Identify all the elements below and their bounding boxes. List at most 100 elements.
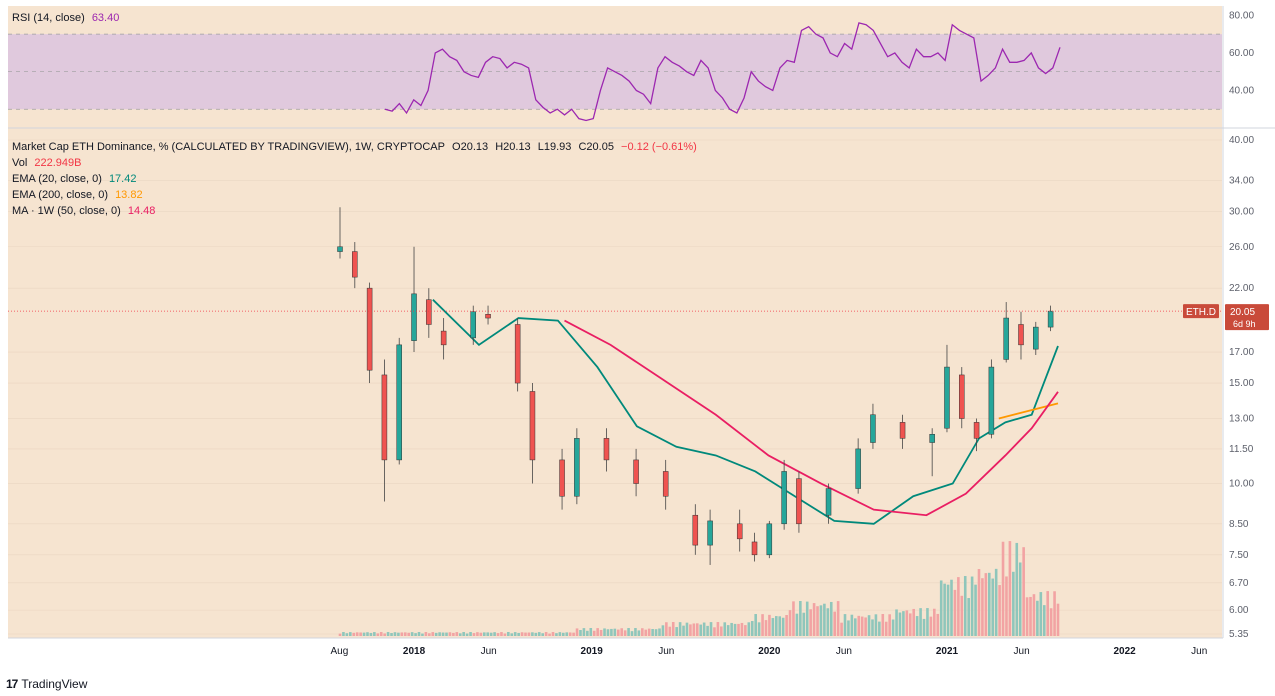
volume-bar	[465, 633, 469, 636]
candle-body	[559, 459, 565, 497]
volume-bar	[342, 632, 345, 636]
volume-bar	[366, 632, 369, 636]
main-y-tick: 11.50	[1229, 444, 1254, 455]
vol-value: 222.949B	[34, 157, 82, 169]
volume-bar	[637, 630, 641, 636]
volume-bar	[695, 623, 699, 636]
main-y-tick: 40.00	[1229, 135, 1254, 146]
candle-body	[1047, 310, 1054, 328]
volume-bar	[1022, 547, 1025, 636]
rsi-legend: RSI (14, close) 63.40	[12, 12, 123, 24]
ema20-line	[432, 299, 1059, 525]
volume-bar	[1015, 542, 1019, 636]
ma50-line	[564, 319, 1059, 517]
volume-bar	[513, 632, 517, 636]
volume-bar	[747, 622, 751, 636]
volume-bar	[943, 583, 946, 636]
volume-bar	[383, 633, 386, 636]
main-y-tick: 17.00	[1229, 347, 1254, 358]
volume-bar	[1049, 608, 1053, 636]
volume-bar	[912, 608, 916, 636]
volume-bar	[1029, 596, 1032, 636]
volume-bar	[788, 610, 792, 636]
legend-ema200: EMA (200, close, 0) 13.82	[12, 189, 147, 201]
tradingview-branding: 17 TradingView	[6, 674, 87, 694]
volume-bar	[953, 589, 957, 636]
candle-body	[485, 314, 491, 319]
x-tick-label: Jun	[1191, 646, 1207, 657]
volume-bar	[994, 568, 998, 636]
volume-bar	[926, 608, 929, 636]
volume-bar	[1001, 541, 1005, 636]
volume-bar	[651, 628, 654, 636]
volume-bar	[785, 615, 788, 636]
volume-bar	[933, 608, 936, 636]
volume-bar	[792, 601, 795, 636]
volume-bar	[486, 632, 490, 636]
ema20-label: EMA (20, close, 0)	[12, 173, 102, 185]
candle-body	[988, 366, 995, 435]
volume-bar	[960, 595, 964, 636]
candle-body	[633, 459, 639, 484]
volume-bar	[359, 632, 362, 636]
volume-bar	[843, 614, 847, 636]
volume-bar	[616, 629, 620, 636]
volume-bar	[898, 612, 902, 636]
volume-bar	[936, 613, 940, 636]
volume-bar	[957, 577, 960, 636]
volume-bar	[799, 601, 802, 636]
volume-bar	[362, 632, 366, 636]
volume-bar	[723, 622, 727, 636]
volume-bar	[888, 614, 891, 636]
volume-bar	[1039, 592, 1043, 636]
x-tick-label: 2021	[936, 646, 959, 657]
volume-bar	[730, 622, 733, 636]
volume-bar	[562, 632, 565, 636]
volume-bar	[984, 573, 988, 636]
volume-bar	[1005, 576, 1008, 636]
volume-bar	[884, 621, 888, 636]
candle-body	[529, 391, 536, 461]
volume-bar	[922, 618, 926, 636]
volume-bar	[441, 632, 445, 636]
volume-bar	[895, 609, 898, 636]
volume-bar	[658, 628, 661, 636]
volume-bar	[816, 606, 819, 636]
volume-bar	[431, 632, 435, 636]
volume-bar	[720, 626, 723, 636]
volume-bar	[428, 633, 431, 636]
volume-bar	[1036, 600, 1039, 636]
volume-bar	[1053, 591, 1056, 636]
ohlc-low: L19.93	[537, 141, 572, 153]
volume-bar	[699, 624, 703, 636]
candle-body	[870, 414, 876, 443]
main-y-tick: 26.00	[1229, 242, 1254, 253]
volume-bar	[1025, 597, 1029, 636]
volume-bar	[517, 632, 520, 636]
volume-bar	[579, 630, 582, 636]
volume-bar	[620, 628, 624, 636]
volume-bar	[1056, 603, 1060, 636]
volume-bar	[414, 633, 417, 636]
volume-bar	[998, 585, 1001, 636]
volume-bar	[692, 623, 696, 636]
volume-bar	[397, 632, 400, 636]
x-tick-label: Jun	[1014, 646, 1030, 657]
volume-bar	[592, 630, 596, 636]
volume-bar	[400, 632, 404, 636]
volume-bar	[706, 625, 709, 636]
candle-body	[514, 324, 521, 384]
volume-bar	[981, 578, 984, 636]
volume-bar	[761, 614, 764, 636]
volume-bar	[479, 632, 483, 636]
ohlc-high: H20.13	[495, 141, 531, 153]
volume-bar	[757, 622, 761, 636]
volume-bar	[991, 578, 995, 636]
volume-bar	[349, 632, 352, 636]
volume-bar	[871, 619, 874, 636]
legend-vol: Vol 222.949B	[12, 157, 85, 169]
volume-bar	[967, 598, 970, 636]
volume-bar	[908, 613, 912, 636]
volume-bar	[410, 632, 414, 636]
candle-body	[929, 434, 935, 443]
